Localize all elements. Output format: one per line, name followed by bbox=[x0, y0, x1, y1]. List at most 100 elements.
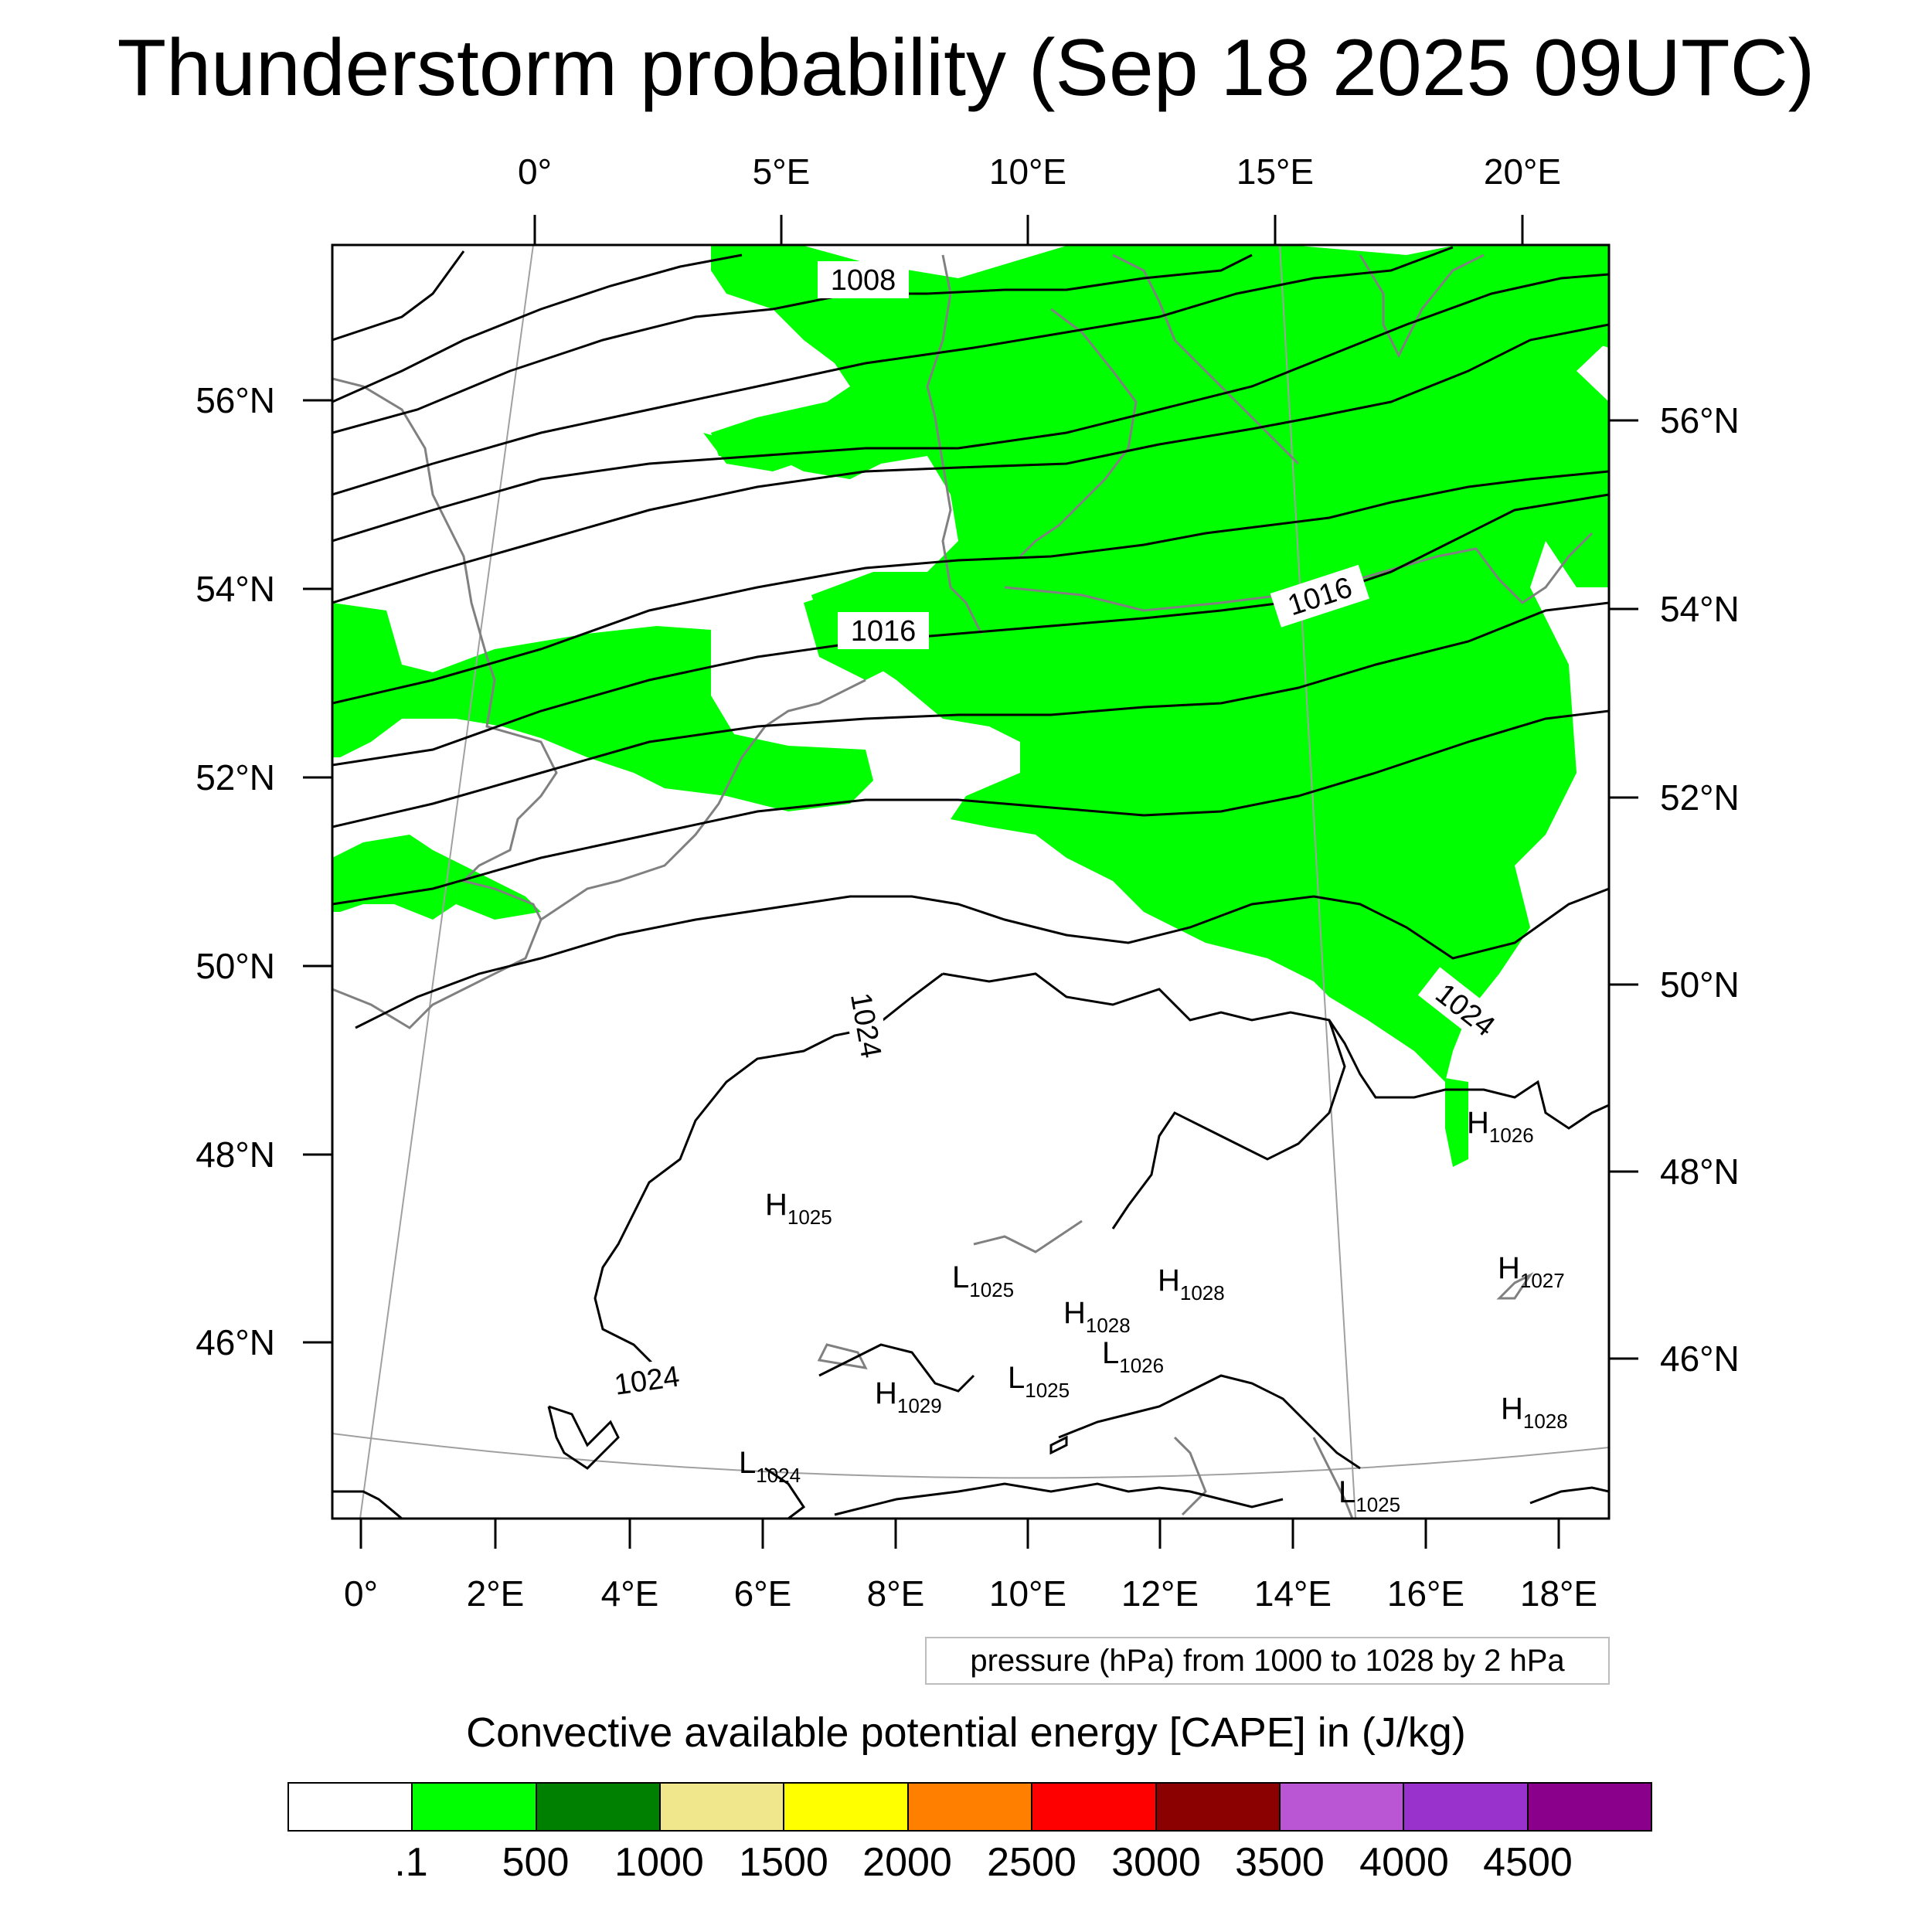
pressure-center-labels: H1026 H1025 H1027 L1025 H1028 H1028 L102… bbox=[739, 1106, 1568, 1516]
colorbar-title: Convective available potential energy [C… bbox=[466, 1709, 1466, 1756]
contour-info-box: pressure (hPa) from 1000 to 1028 by 2 hP… bbox=[925, 1637, 1610, 1685]
bottom-axis-labels: 0° 2°E 4°E 6°E 8°E 10°E 12°E 14°E 16°E 1… bbox=[344, 1573, 1597, 1614]
top-axis-labels: 0° 5°E 10°E 15°E 20°E bbox=[518, 151, 1561, 192]
lat-label: 52°N bbox=[196, 757, 275, 798]
isobar bbox=[1058, 1374, 1361, 1470]
isobar-label-bg bbox=[818, 261, 909, 298]
isobar bbox=[594, 972, 944, 1384]
colorbar-tick-label: 500 bbox=[502, 1840, 570, 1885]
pressure-center-label: L1024 bbox=[739, 1446, 801, 1487]
lat-label: 54°N bbox=[196, 569, 275, 609]
isobar bbox=[332, 250, 465, 342]
coastline bbox=[817, 1343, 868, 1369]
lat-label: 50°N bbox=[1660, 964, 1740, 1005]
isobar bbox=[332, 246, 1454, 496]
lon-label: 10°E bbox=[989, 1573, 1066, 1614]
isobar-label-bg bbox=[1417, 967, 1513, 1053]
cape-area bbox=[1445, 1078, 1468, 1167]
chart-title: Thunderstorm probability (Sep 18 2025 09… bbox=[117, 23, 1815, 113]
pressure-center-label: L1026 bbox=[1102, 1336, 1164, 1377]
coastline bbox=[926, 254, 983, 634]
parallel-line bbox=[332, 1433, 1609, 1479]
cape-area bbox=[711, 246, 1609, 1082]
colorbar-swatch bbox=[536, 1784, 662, 1830]
colorbar-swatch bbox=[1156, 1784, 1281, 1830]
coastline bbox=[1496, 1272, 1534, 1300]
isobar-label-bg bbox=[1270, 564, 1370, 628]
lat-label: 46°N bbox=[196, 1322, 275, 1362]
meridian-line bbox=[359, 245, 534, 1519]
coastline bbox=[1019, 308, 1138, 558]
isobar-label-bg bbox=[598, 1355, 696, 1405]
coastline bbox=[1312, 1437, 1354, 1519]
colorbar-swatch bbox=[1280, 1784, 1405, 1830]
right-axis-ticks bbox=[1609, 419, 1638, 1360]
colorbar-swatch bbox=[908, 1784, 1033, 1830]
colorbar-tick-label: 3000 bbox=[1111, 1840, 1201, 1885]
coastline bbox=[1173, 1436, 1207, 1516]
isobar bbox=[1529, 1486, 1609, 1505]
lon-label: 4°E bbox=[601, 1573, 659, 1614]
lat-label: 48°N bbox=[196, 1134, 275, 1175]
isobar bbox=[332, 1490, 403, 1519]
lon-label: 0° bbox=[344, 1573, 378, 1614]
lon-label: 10°E bbox=[989, 151, 1066, 192]
lat-label: 50°N bbox=[196, 946, 275, 986]
isobar bbox=[332, 601, 1609, 828]
pressure-center-label: H1029 bbox=[875, 1376, 942, 1417]
colorbar-swatch bbox=[661, 1784, 785, 1830]
right-axis-labels: 56°N 54°N 52°N 50°N 48°N 46°N bbox=[1660, 400, 1740, 1379]
colorbar-swatch bbox=[784, 1784, 909, 1830]
lat-label: 46°N bbox=[1660, 1338, 1740, 1379]
pressure-center-label: H1025 bbox=[765, 1188, 832, 1229]
colorbar-swatch bbox=[289, 1784, 413, 1830]
lon-label: 5°E bbox=[753, 151, 811, 192]
lon-label: 14°E bbox=[1254, 1573, 1332, 1614]
isobar bbox=[1049, 1435, 1068, 1455]
isobar-label-bg bbox=[838, 612, 929, 649]
cape-area-layer bbox=[332, 246, 1609, 1167]
colorbar-tick-label: 2000 bbox=[862, 1840, 952, 1885]
isobar-layer bbox=[332, 246, 1609, 1519]
isobar bbox=[332, 323, 1609, 604]
colorbar-swatch bbox=[413, 1784, 537, 1830]
lat-label: 52°N bbox=[1660, 777, 1740, 818]
lon-label: 12°E bbox=[1121, 1573, 1199, 1614]
colorbar-tick-label: 3500 bbox=[1235, 1840, 1325, 1885]
pressure-center-label: H1028 bbox=[1158, 1264, 1225, 1304]
isobar bbox=[332, 709, 1609, 906]
colorbar-tick-labels: .1 500 1000 1500 2000 2500 3000 3500 400… bbox=[0, 1839, 1932, 1893]
isobar bbox=[332, 253, 743, 403]
lon-label: 18°E bbox=[1520, 1573, 1597, 1614]
cape-area bbox=[1561, 246, 1609, 348]
bottom-axis-ticks bbox=[359, 1519, 1560, 1549]
isobar bbox=[355, 887, 1609, 1029]
pressure-center-label: H1027 bbox=[1498, 1251, 1565, 1292]
colorbar-tick-label: 1500 bbox=[739, 1840, 828, 1885]
colorbar-swatch bbox=[1032, 1784, 1157, 1830]
top-axis-ticks bbox=[533, 215, 1524, 245]
pressure-center-label: H1028 bbox=[1501, 1392, 1568, 1433]
lon-label: 2°E bbox=[467, 1573, 525, 1614]
isobar-label: 1008 bbox=[831, 264, 896, 297]
lat-label: 56°N bbox=[1660, 400, 1740, 440]
pressure-center-label: L1025 bbox=[1008, 1361, 1070, 1402]
lon-label: 20°E bbox=[1484, 151, 1561, 192]
coastline bbox=[332, 377, 558, 1029]
lon-label: 16°E bbox=[1387, 1573, 1464, 1614]
pressure-center-label: H1028 bbox=[1063, 1296, 1131, 1337]
cape-area bbox=[332, 835, 541, 920]
colorbar-tick-label: 4500 bbox=[1483, 1840, 1573, 1885]
lat-label: 56°N bbox=[196, 380, 275, 420]
isobar bbox=[942, 972, 1609, 1130]
colorbar-tick-label: 1000 bbox=[614, 1840, 704, 1885]
isobar bbox=[332, 493, 1609, 767]
isobar-label-bg bbox=[840, 976, 892, 1074]
cape-area bbox=[332, 603, 873, 811]
lat-label: 54°N bbox=[1660, 589, 1740, 629]
colorbar bbox=[287, 1782, 1652, 1832]
pressure-center-label: L1025 bbox=[1338, 1475, 1400, 1516]
map-frame bbox=[331, 243, 1611, 1520]
isobar bbox=[547, 1405, 620, 1470]
isobar bbox=[332, 273, 1609, 543]
